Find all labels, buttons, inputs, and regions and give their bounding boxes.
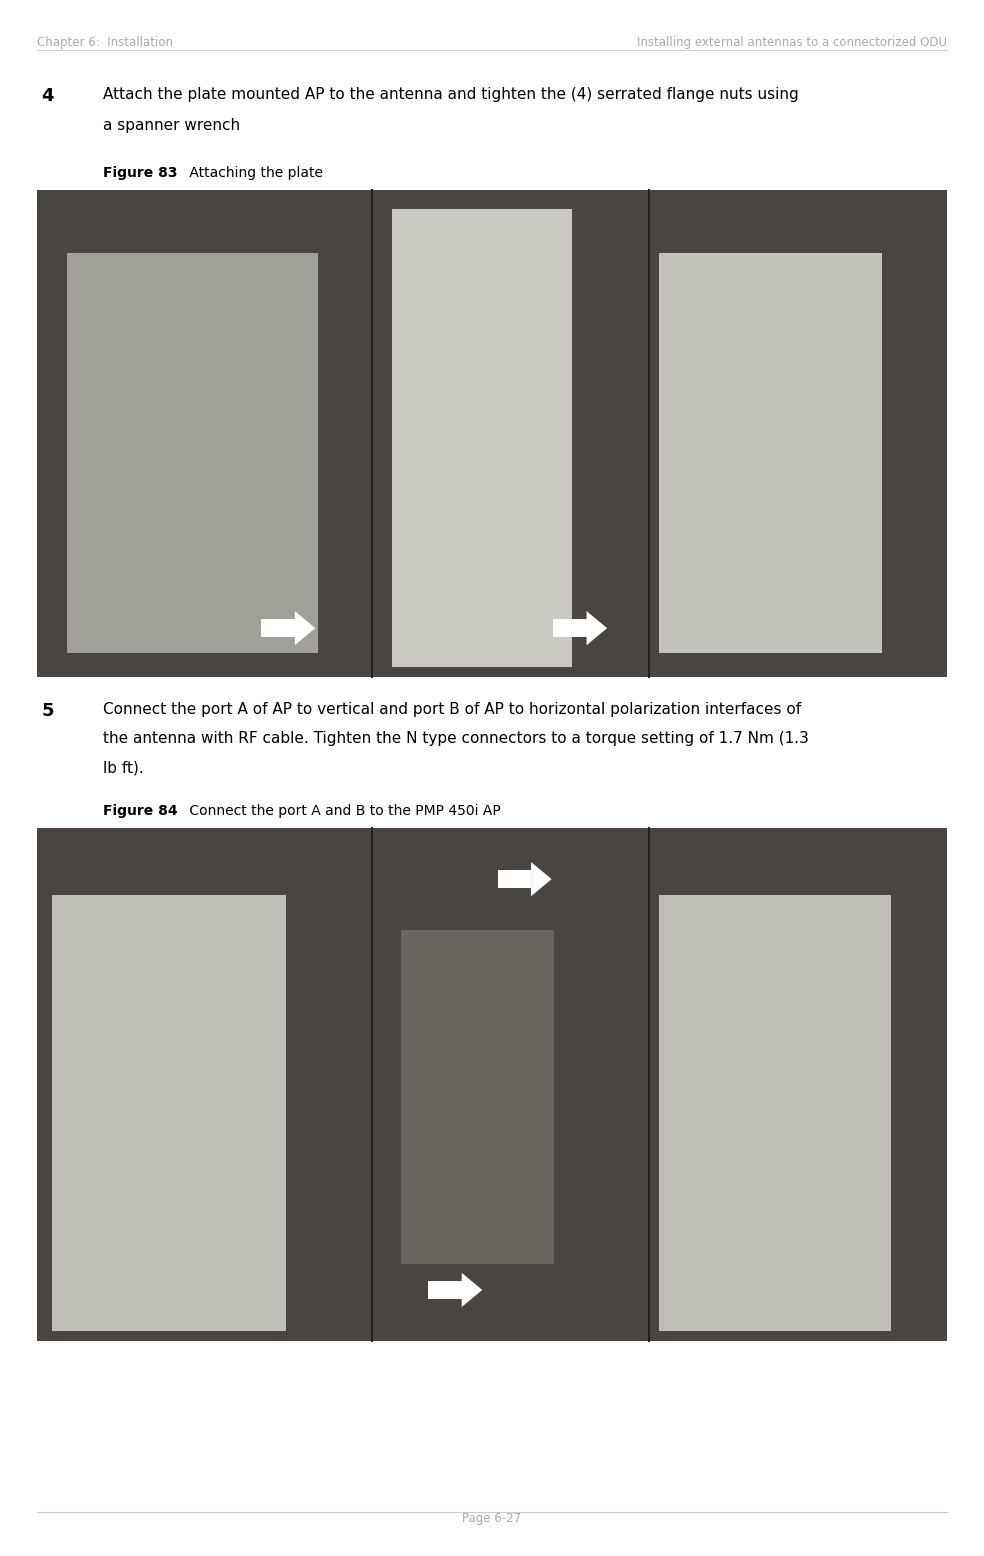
Text: a spanner wrench: a spanner wrench — [103, 118, 240, 134]
Text: Installing external antennas to a connectorized ODU: Installing external antennas to a connec… — [637, 36, 947, 48]
Text: Chapter 6:  Installation: Chapter 6: Installation — [37, 36, 173, 48]
Bar — [498, 870, 531, 888]
Text: Connect the port A of AP to vertical and port B of AP to horizontal polarization: Connect the port A of AP to vertical and… — [103, 702, 801, 717]
Bar — [52, 895, 286, 1330]
Bar — [392, 210, 572, 668]
Bar — [659, 895, 892, 1330]
Bar — [37, 828, 947, 1341]
Bar — [261, 619, 295, 636]
Text: Figure 83: Figure 83 — [103, 166, 178, 180]
Bar — [401, 930, 554, 1263]
Text: Figure 84: Figure 84 — [103, 804, 178, 818]
Text: lb ft).: lb ft). — [103, 761, 144, 776]
Bar — [37, 190, 947, 677]
Text: the antenna with RF cable. Tighten the N type connectors to a torque setting of : the antenna with RF cable. Tighten the N… — [103, 731, 809, 747]
Text: Page 6-27: Page 6-27 — [462, 1512, 522, 1525]
Text: 4: 4 — [41, 87, 54, 106]
Polygon shape — [295, 612, 316, 646]
Text: 5: 5 — [41, 702, 54, 720]
Bar — [67, 254, 318, 652]
Polygon shape — [586, 612, 607, 646]
Bar — [428, 1281, 461, 1299]
Text: Attach the plate mounted AP to the antenna and tighten the (4) serrated flange n: Attach the plate mounted AP to the anten… — [103, 87, 799, 103]
Bar — [553, 619, 586, 636]
Polygon shape — [531, 862, 552, 896]
Polygon shape — [461, 1273, 482, 1307]
Text: Attaching the plate: Attaching the plate — [185, 166, 323, 180]
Text: Connect the port A and B to the PMP 450i AP: Connect the port A and B to the PMP 450i… — [185, 804, 501, 818]
Bar — [659, 254, 883, 652]
